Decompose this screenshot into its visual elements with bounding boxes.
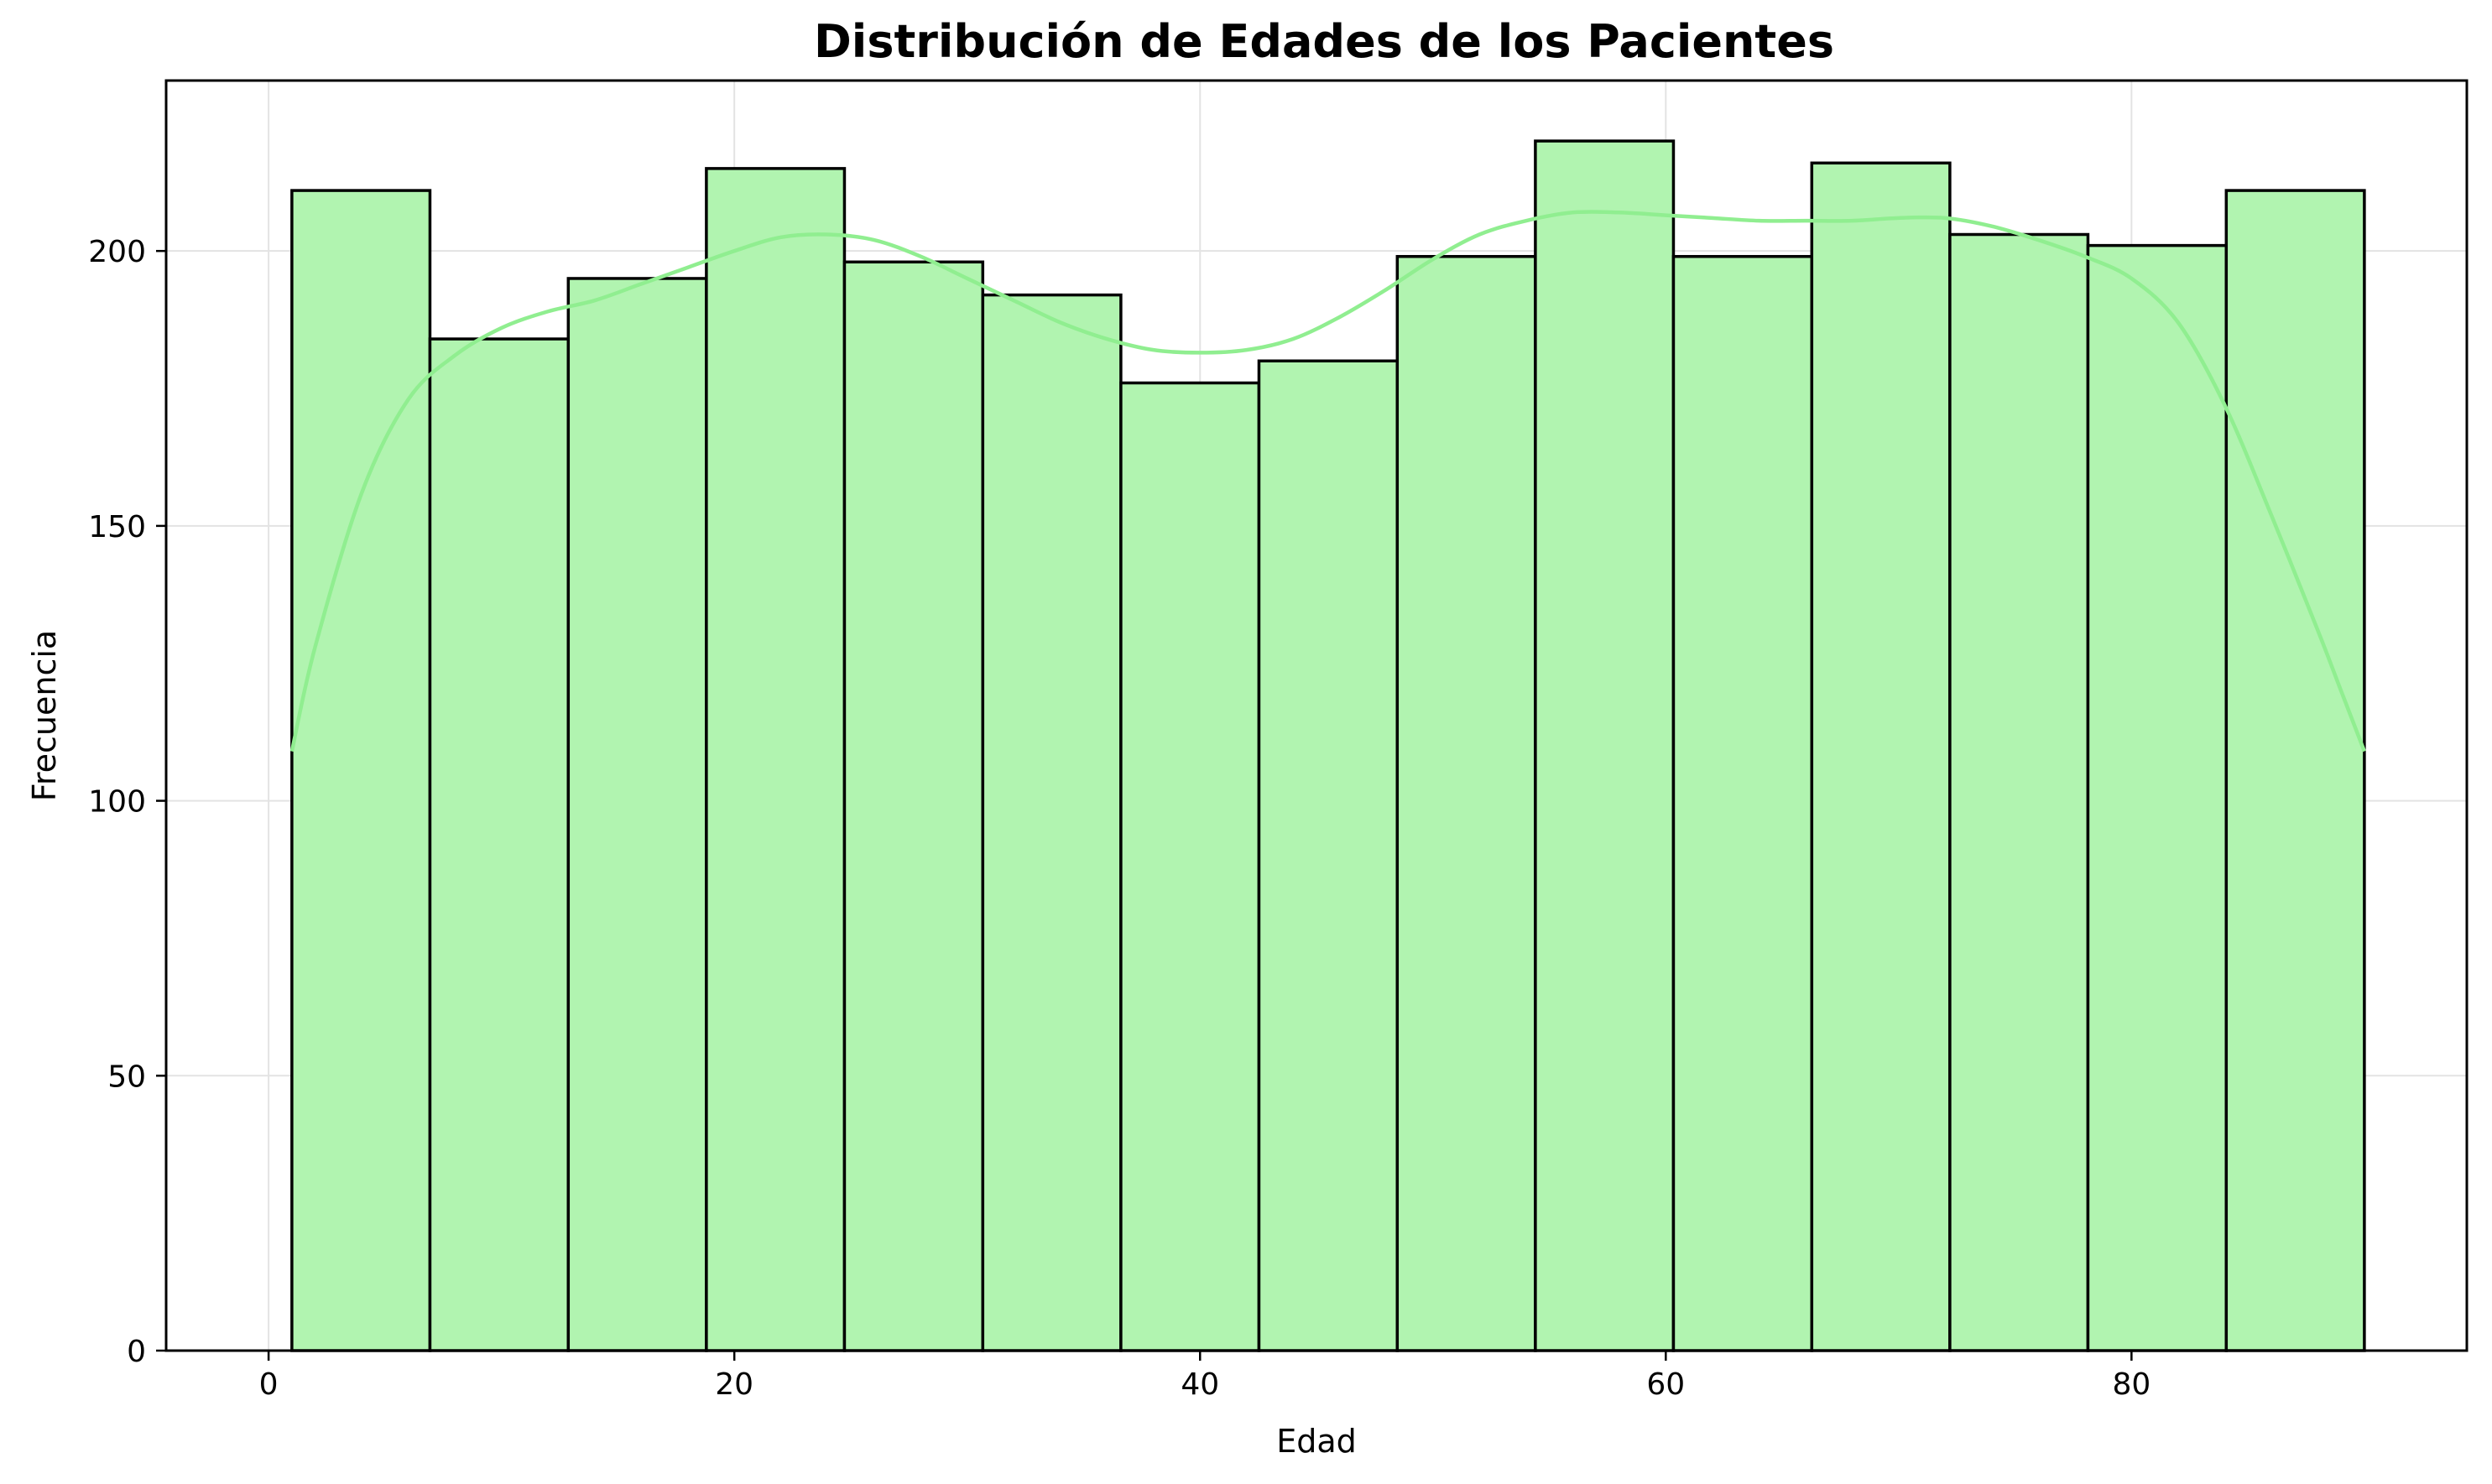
kde-curve	[289, 210, 2366, 752]
kde-curve-layer	[289, 210, 2366, 752]
histogram-bar-12	[1810, 161, 1952, 1352]
x-tick-label: 80	[2112, 1367, 2151, 1402]
plot-frame	[164, 79, 2469, 1352]
histogram-bar-7	[1119, 381, 1261, 1352]
histogram-bar-10	[1534, 139, 1676, 1352]
y-axis-label: Frecuencia	[26, 630, 63, 801]
y-tick-label: 0	[127, 1335, 146, 1369]
x-tick-label: 20	[715, 1367, 753, 1402]
histogram-bar-1	[290, 189, 432, 1352]
y-tick-label: 100	[88, 785, 146, 820]
x-axis-label: Edad	[1276, 1423, 1357, 1460]
x-tick-label: 40	[1181, 1367, 1219, 1402]
y-tick-label: 200	[88, 235, 146, 269]
y-tick-label: 50	[107, 1060, 146, 1094]
histogram-bar-9	[1395, 254, 1537, 1352]
chart-title: Distribución de Edades de los Pacientes	[814, 15, 1834, 68]
x-tick-label: 0	[259, 1367, 279, 1402]
histogram-bar-4	[705, 167, 847, 1352]
histogram-bar-13	[1948, 232, 2090, 1352]
histogram-bar-2	[428, 337, 571, 1352]
y-tick-label: 150	[88, 510, 146, 544]
histogram-bar-5	[842, 260, 985, 1352]
axis-ticks: 0 20 40 60 80 0 50 100 150 200	[88, 235, 2151, 1402]
histogram-bar-3	[566, 277, 708, 1352]
x-tick-label: 60	[1646, 1367, 1685, 1402]
histogram-bar-14	[2086, 243, 2229, 1352]
histogram-bar-11	[1671, 254, 1814, 1352]
histogram-bar-6	[981, 293, 1123, 1352]
histogram-bar-15	[2224, 189, 2366, 1352]
histogram-bar-8	[1257, 359, 1400, 1352]
